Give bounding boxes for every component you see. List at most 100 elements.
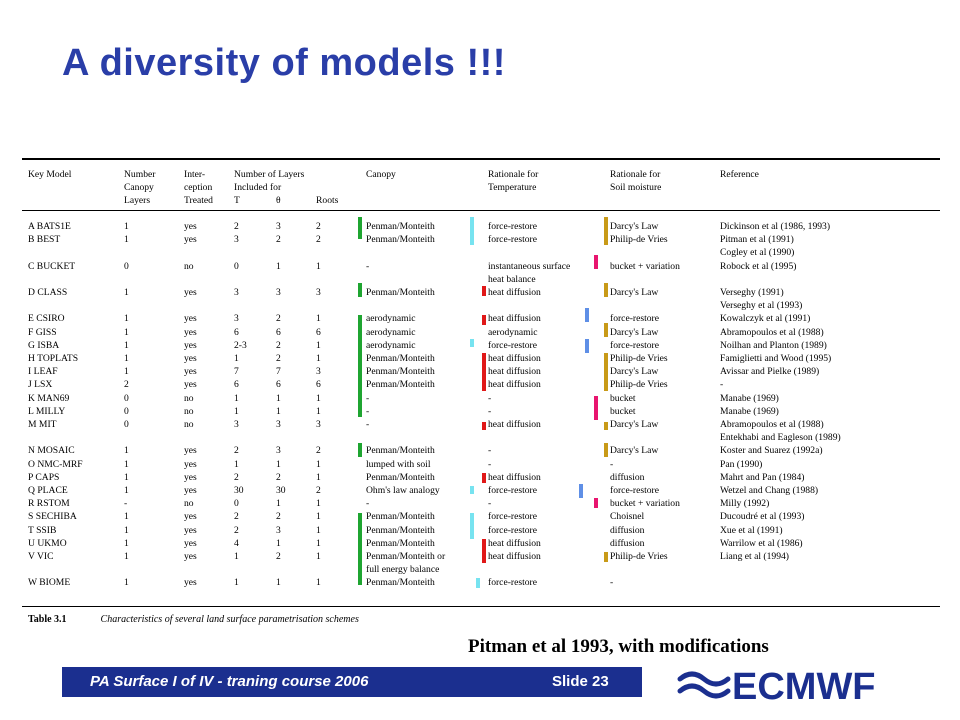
cell-ref: Abramopoulos et al (1988) xyxy=(720,327,824,338)
cell-roots: 1 xyxy=(316,472,321,483)
cell-ref: Cogley et al (1990) xyxy=(720,247,795,258)
cell-T: 0 xyxy=(234,498,239,509)
cell-ref: Dickinson et al (1986, 1993) xyxy=(720,221,831,232)
highlight-bar xyxy=(470,486,474,494)
cell-ref: Verseghy (1991) xyxy=(720,287,784,298)
cell-model: V VIC xyxy=(28,551,54,562)
header-intercept: Inter- xyxy=(184,169,206,180)
cell-model: S SECHIBA xyxy=(28,511,77,522)
cell-temp: force-restore xyxy=(488,485,537,496)
cell-model: B BEST xyxy=(28,234,61,245)
cell-soil: bucket + variation xyxy=(610,498,680,509)
table-bottom-rule xyxy=(22,606,940,607)
cell-canopy: Penman/Monteith xyxy=(366,221,435,232)
header-temp: Rationale for xyxy=(488,169,539,180)
cell-ref: Warrilow et al (1986) xyxy=(720,538,803,549)
cell-canopy: aerodynamic xyxy=(366,340,416,351)
cell-intercept: yes xyxy=(184,577,197,588)
cell-theta: 1 xyxy=(276,577,281,588)
cell-model: O NMC-MRF xyxy=(28,459,83,470)
highlight-bar xyxy=(482,353,486,391)
cell-layers: 1 xyxy=(124,287,129,298)
cell-layers: 1 xyxy=(124,538,129,549)
cell-layers: 1 xyxy=(124,340,129,351)
cell-theta: 2 xyxy=(276,353,281,364)
cell-theta: 3 xyxy=(276,287,281,298)
cell-soil: bucket xyxy=(610,393,636,404)
cell-theta: 2 xyxy=(276,313,281,324)
cell-intercept: no xyxy=(184,498,194,509)
cell-intercept: yes xyxy=(184,234,197,245)
cell-model: G ISBA xyxy=(28,340,60,351)
cell-intercept: yes xyxy=(184,327,197,338)
header-soil: Rationale for xyxy=(610,169,661,180)
cell-ref: Ducoudré et al (1993) xyxy=(720,511,805,522)
header-intercept: Treated xyxy=(184,195,213,206)
cell-layers: 0 xyxy=(124,261,129,272)
cell-intercept: no xyxy=(184,419,194,430)
cell-layers: - xyxy=(124,498,128,509)
cell-temp: heat balance xyxy=(488,274,536,285)
cell-ref: Robock et al (1995) xyxy=(720,261,797,272)
cell-intercept: no xyxy=(184,393,194,404)
cell-roots: 1 xyxy=(316,406,321,417)
cell-roots: 1 xyxy=(316,525,321,536)
cell-canopy: aerodynamic xyxy=(366,313,416,324)
cell-layers: 2 xyxy=(124,379,129,390)
cell-ref: Avissar and Pielke (1989) xyxy=(720,366,820,377)
cell-temp: instantaneous surface xyxy=(488,261,571,272)
header-roots: Roots xyxy=(316,195,339,206)
cell-layers: 0 xyxy=(124,419,129,430)
cell-T: 7 xyxy=(234,366,239,377)
header-theta: θ xyxy=(276,195,281,206)
cell-T: 1 xyxy=(234,353,239,364)
highlight-bar xyxy=(470,339,474,347)
cell-T: 6 xyxy=(234,379,239,390)
header-ref: Reference xyxy=(720,169,759,180)
cell-ref: Noilhan and Planton (1989) xyxy=(720,340,827,351)
cell-layers: 0 xyxy=(124,393,129,404)
cell-canopy: - xyxy=(366,419,370,430)
cell-intercept: yes xyxy=(184,551,197,562)
models-table: Key Model Number Canopy Layers Inter-ception… xyxy=(22,158,940,628)
cell-canopy: full energy balance xyxy=(366,564,440,575)
highlight-bar xyxy=(358,315,362,353)
cell-T: 2 xyxy=(234,221,239,232)
source-note: Pitman et al 1993, with modifications xyxy=(468,636,769,657)
cell-model: D CLASS xyxy=(28,287,68,298)
highlight-bar xyxy=(604,283,608,297)
cell-model: L MILLY xyxy=(28,406,66,417)
cell-layers: 1 xyxy=(124,313,129,324)
header-canopy: Canopy xyxy=(366,169,396,180)
highlight-bar xyxy=(604,552,608,562)
highlight-bar xyxy=(358,217,362,239)
cell-soil: Choisnel xyxy=(610,511,645,522)
cell-roots: 1 xyxy=(316,498,321,509)
cell-temp: heat diffusion xyxy=(488,353,541,364)
cell-layers: 1 xyxy=(124,221,129,232)
cell-canopy: Penman/Monteith xyxy=(366,511,435,522)
highlight-bar xyxy=(594,396,598,420)
cell-canopy: lumped with soil xyxy=(366,459,431,470)
cell-theta: 3 xyxy=(276,221,281,232)
cell-soil: Darcy's Law xyxy=(610,445,659,456)
highlight-bar xyxy=(482,286,486,296)
highlight-bar xyxy=(358,443,362,457)
cell-ref: Manabe (1969) xyxy=(720,393,779,404)
cell-theta: 1 xyxy=(276,459,281,470)
table-caption: Table 3.1 Characteristics of several land… xyxy=(28,614,359,625)
cell-intercept: yes xyxy=(184,221,197,232)
highlight-bar xyxy=(594,255,598,269)
caption-label: Table 3.1 xyxy=(28,614,67,625)
cell-temp: - xyxy=(488,445,492,456)
cell-soil: diffusion xyxy=(610,525,645,536)
cell-model: K MAN69 xyxy=(28,393,70,404)
cell-theta: 1 xyxy=(276,498,281,509)
highlight-bar xyxy=(476,578,480,588)
header-nlayers: Included for xyxy=(234,182,282,193)
cell-temp: heat diffusion xyxy=(488,313,541,324)
cell-T: 1 xyxy=(234,459,239,470)
cell-model: I LEAF xyxy=(28,366,58,377)
cell-temp: force-restore xyxy=(488,234,537,245)
cell-intercept: yes xyxy=(184,459,197,470)
